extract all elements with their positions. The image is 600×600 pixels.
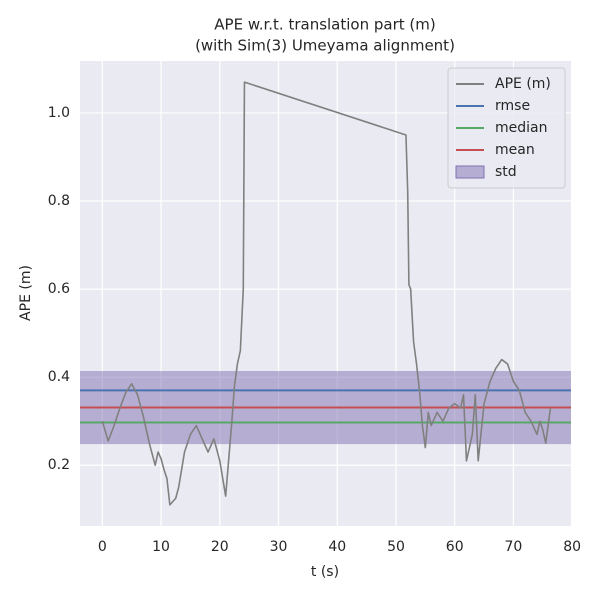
ape-line bbox=[101, 81, 552, 506]
marks bbox=[80, 81, 571, 506]
legend-label: median bbox=[495, 120, 547, 136]
legend-label: APE (m) bbox=[495, 76, 551, 92]
x-tick-label: 80 bbox=[563, 539, 581, 555]
y-tick-label: 1.0 bbox=[48, 105, 70, 121]
x-tick-label: 20 bbox=[211, 539, 229, 555]
legend-swatch bbox=[455, 165, 485, 179]
legend: APE (m) rmse median mean std bbox=[447, 67, 566, 189]
x-tick-label: 40 bbox=[328, 539, 346, 555]
legend-label: mean bbox=[495, 142, 535, 158]
chart-title: APE w.r.t. translation part (m) bbox=[214, 16, 435, 34]
legend-box bbox=[447, 67, 566, 189]
x-tick-label: 10 bbox=[152, 539, 170, 555]
x-tick-label: 0 bbox=[98, 539, 107, 555]
y-tick-label: 0.8 bbox=[48, 193, 70, 209]
chart-subtitle: (with Sim(3) Umeyama alignment) bbox=[195, 37, 455, 55]
y-tick-label: 0.6 bbox=[48, 281, 70, 297]
y-tick-label: 0.4 bbox=[48, 369, 70, 385]
legend-label: rmse bbox=[495, 98, 530, 114]
x-tick-label: 30 bbox=[270, 539, 288, 555]
y-axis-label: APE (m) bbox=[18, 265, 34, 321]
x-axis-label: t (s) bbox=[311, 564, 339, 580]
x-tick-label: 50 bbox=[387, 539, 405, 555]
legend-label: std bbox=[495, 164, 517, 180]
x-tick-label: 60 bbox=[446, 539, 464, 555]
x-tick-label: 70 bbox=[505, 539, 523, 555]
y-tick-label: 0.2 bbox=[48, 457, 70, 473]
